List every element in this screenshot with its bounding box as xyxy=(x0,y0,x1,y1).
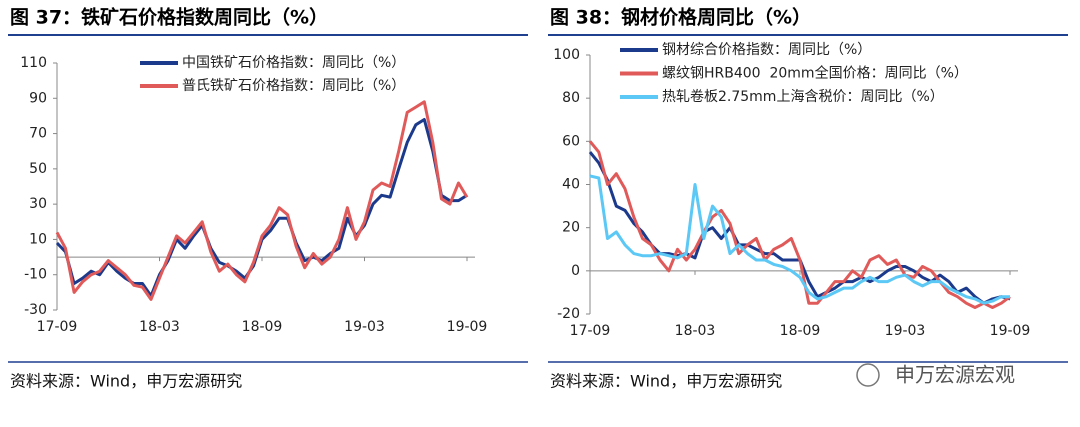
x-tick-label: 19-09 xyxy=(990,323,1031,339)
x-tick-label: 18-09 xyxy=(780,323,821,339)
y-tick-label: -20 xyxy=(557,306,580,322)
y-tick-label: 110 xyxy=(20,55,47,71)
y-tick-label: 90 xyxy=(29,90,47,106)
legend-label: 中国铁矿石价格指数：周同比（%） xyxy=(182,55,405,71)
y-tick-label: 30 xyxy=(29,196,47,212)
watermark-icon xyxy=(856,363,880,387)
legend-label: 普氏铁矿石价格指数：周同比（%） xyxy=(182,78,405,94)
legend-label: 热轧卷板2.75mm上海含税价：周同比（%） xyxy=(662,89,944,105)
watermark: 申万宏源宏观 xyxy=(895,363,1015,387)
y-tick-label: 70 xyxy=(29,126,47,142)
y-tick-label: 40 xyxy=(562,177,580,193)
y-tick-label: 0 xyxy=(571,263,580,279)
x-tick-label: 19-09 xyxy=(447,319,488,335)
series-line xyxy=(589,174,1010,305)
y-tick-label: -10 xyxy=(24,267,47,283)
y-tick-label: 100 xyxy=(553,47,580,63)
y-tick-label: 10 xyxy=(29,231,47,247)
x-tick-label: 18-03 xyxy=(675,323,716,339)
chart-title: 图 37：铁矿石价格指数周同比（%） xyxy=(10,6,328,29)
source-note: 资料来源：Wind，申万宏源研究 xyxy=(550,372,782,391)
y-tick-label: -30 xyxy=(24,302,47,318)
x-tick-label: 17-09 xyxy=(570,323,611,339)
legend-label: 螺纹钢HRB400 20mm全国价格：周同比（%） xyxy=(662,65,968,82)
chart-title: 图 38：钢材价格周同比（%） xyxy=(550,6,811,29)
y-tick-label: 50 xyxy=(29,161,47,177)
x-tick-label: 18-03 xyxy=(139,319,180,335)
x-tick-label: 19-03 xyxy=(885,323,926,339)
x-tick-label: 19-03 xyxy=(344,319,385,335)
y-tick-label: 60 xyxy=(562,133,580,149)
y-tick-label: 20 xyxy=(562,220,580,236)
source-note: 资料来源：Wind，申万宏源研究 xyxy=(10,372,242,391)
x-tick-label: 18-09 xyxy=(242,319,283,335)
x-tick-label: 17-09 xyxy=(37,319,78,335)
series-line xyxy=(588,140,1011,309)
series-line xyxy=(55,100,469,301)
y-tick-label: 80 xyxy=(562,90,580,106)
series-line xyxy=(588,151,1011,305)
legend-label: 钢材综合价格指数：周同比（%） xyxy=(662,42,871,58)
